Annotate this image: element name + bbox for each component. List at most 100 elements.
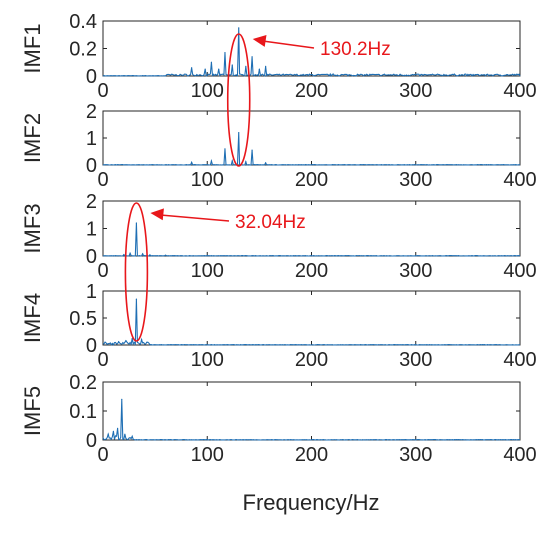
imf4-plot-frame (102, 290, 521, 346)
imf5-plot-frame (102, 381, 521, 441)
imf1-peak-point (258, 68, 260, 70)
imf1-y-tick-label: 0.2 (69, 39, 97, 61)
imf1-y-tick-label: 0.4 (69, 11, 97, 33)
imf4-peak-point (135, 298, 138, 300)
annotation-arrow-shaft (160, 214, 230, 222)
imf1-peak-point (191, 67, 193, 69)
annotation-arrow-shaft (262, 40, 315, 49)
imf2-x-tick-label: 100 (191, 169, 224, 191)
imf2-peak-point (210, 160, 213, 162)
imf4-spectrum-line (102, 299, 521, 346)
imf5-peak-point (124, 433, 126, 435)
imf1-peak-point (245, 65, 247, 67)
imf4-y-tick-label: 0 (86, 335, 97, 357)
imf3-peak-point (135, 222, 138, 224)
annotation-label: 130.2Hz (320, 39, 391, 60)
imf1-peak-point (251, 56, 253, 58)
imf2-spectrum-line (102, 132, 521, 166)
imf1-peak-point (265, 65, 267, 67)
imf1-y-tick-label: 0 (86, 66, 97, 88)
imf1-peak-point (231, 64, 233, 66)
imf5-x-tick-label: 400 (503, 444, 536, 466)
imf5-y-tick-label: 0 (86, 430, 97, 452)
imf2-peak-point (245, 161, 247, 163)
imf1-x-tick-label: 200 (295, 80, 328, 102)
imf3-y-axis-label: IMF3 (20, 203, 45, 253)
imf3-peak-point (142, 253, 144, 255)
imf5-spectrum-line (102, 399, 521, 441)
imf2-y-axis-label: IMF2 (20, 113, 45, 163)
x-axis-label: Frequency/Hz (243, 490, 380, 515)
imf4-x-tick-label: 400 (503, 349, 536, 371)
imf2-peak-point (265, 162, 267, 164)
imf1-y-axis-label: IMF1 (20, 23, 45, 73)
imf2-peak-point (251, 149, 253, 151)
annotation-label: 32.04Hz (235, 212, 306, 233)
imf5-y-axis-label: IMF5 (20, 386, 45, 436)
imf5-y-tick-label: 0.2 (69, 372, 97, 394)
imf5-x-tick-label: 300 (399, 444, 432, 466)
imf5-peak-point (129, 437, 131, 439)
imf5-peak-point (116, 427, 119, 429)
imf1-x-tick-label: 300 (399, 80, 432, 102)
imf2-y-tick-label: 0 (86, 155, 97, 177)
imf1-peak-point (204, 68, 206, 70)
imf4-y-tick-label: 0.5 (69, 308, 97, 330)
imf3-peak-point (129, 252, 131, 254)
imf4-x-tick-label: 100 (191, 349, 224, 371)
imf5-peak-point (121, 398, 123, 400)
imf2-y-tick-label: 1 (86, 128, 97, 150)
imf1-spectrum-line (102, 27, 521, 77)
imf3-y-tick-label: 1 (86, 219, 97, 241)
imf3-x-tick-label: 200 (295, 260, 328, 282)
imf5-x-tick-label: 100 (191, 444, 224, 466)
imf1-peak-point (238, 27, 240, 29)
imf2-x-tick-label: 300 (399, 169, 432, 191)
imf5-peak-point (107, 433, 109, 435)
imf2-plot-frame (102, 110, 521, 166)
imf5-peak-point (112, 430, 115, 432)
imf1-plot-frame (102, 20, 521, 77)
imf1-peak-point (224, 52, 226, 54)
imf4-peak-point (140, 339, 143, 341)
imf3-y-tick-label: 2 (86, 191, 97, 213)
imf2-peak-point (231, 160, 233, 162)
imf1-x-tick-label: 400 (503, 80, 536, 102)
imf4-peak-point (118, 341, 120, 343)
imf4-y-tick-label: 1 (86, 281, 97, 303)
imf3-x-tick-label: 0 (97, 260, 108, 282)
imf2-x-tick-label: 400 (503, 169, 536, 191)
imf3-x-tick-label: 300 (399, 260, 432, 282)
annotation-ellipse (226, 33, 251, 167)
imf2-peak-point (238, 132, 240, 134)
annotation-arrowhead (252, 34, 267, 47)
annotation-arrowhead (150, 208, 164, 221)
imf2-peak-point (191, 161, 193, 163)
imf1-x-tick-label: 100 (191, 80, 224, 102)
imf1-x-tick-label: 0 (97, 80, 108, 102)
annotation-ellipse (124, 202, 149, 342)
imf4-x-tick-label: 300 (399, 349, 432, 371)
imf3-plot-frame (102, 200, 521, 257)
imf2-y-tick-label: 2 (86, 101, 97, 123)
imf4-peak-point (125, 340, 127, 342)
imf1-peak-point (210, 61, 213, 63)
imf5-x-tick-label: 0 (97, 444, 108, 466)
imf3-x-tick-label: 100 (191, 260, 224, 282)
imf4-x-tick-label: 0 (97, 349, 108, 371)
imf2-peak-point (224, 148, 226, 150)
imf5-x-tick-label: 200 (295, 444, 328, 466)
imf4-y-axis-label: IMF4 (20, 293, 45, 343)
imf4-x-tick-label: 200 (295, 349, 328, 371)
imf3-y-tick-label: 0 (86, 246, 97, 268)
imf3-peak-point (149, 254, 151, 256)
imf3-peak-point (123, 254, 125, 256)
imf3-x-tick-label: 400 (503, 260, 536, 282)
